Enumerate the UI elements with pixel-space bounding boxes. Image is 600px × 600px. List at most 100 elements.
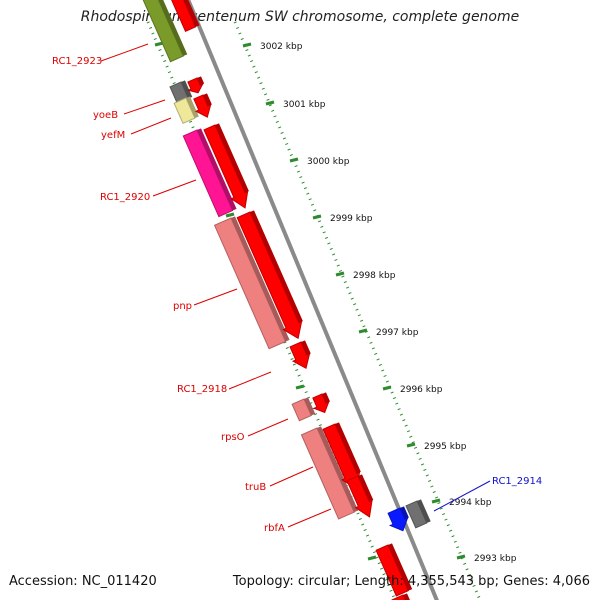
ruler-tick bbox=[225, 212, 235, 218]
gene-downstream-cds[interactable] bbox=[375, 543, 413, 597]
ruler-tick-label: 3002 kbp bbox=[260, 42, 303, 52]
gene-rpsO-cds[interactable] bbox=[312, 392, 330, 414]
ruler-tick bbox=[289, 157, 299, 163]
gene-label-yefM[interactable]: yefM bbox=[101, 117, 172, 141]
gene-rbfA-cds[interactable] bbox=[346, 474, 374, 518]
ruler-tick bbox=[242, 42, 252, 48]
gene-label-leader bbox=[193, 288, 238, 306]
gene-rc1-2923-cds-side bbox=[183, 0, 200, 27]
ruler-tick bbox=[367, 555, 377, 561]
gene-truB-inner-side bbox=[317, 426, 359, 513]
ruler-tick bbox=[295, 384, 305, 390]
gene-rpsO-cds-side bbox=[322, 392, 330, 404]
gene-label-text[interactable]: RC1_2914 bbox=[492, 476, 542, 487]
gene-rc1-2923-cds-body bbox=[171, 0, 197, 33]
gene-label-leader bbox=[228, 371, 272, 390]
gene-label-leader bbox=[130, 117, 172, 135]
gene-rc1-2918-cds[interactable] bbox=[289, 340, 311, 369]
ruler-tick-label: 2995 kbp bbox=[424, 442, 467, 452]
ruler-tick bbox=[265, 100, 275, 106]
ruler-tick-label: 2996 kbp bbox=[400, 385, 443, 395]
gene-rc1-2914-inner-side bbox=[400, 506, 409, 520]
gene-label-text[interactable]: RC1_2923 bbox=[52, 56, 102, 67]
gene-yefM-inner[interactable] bbox=[173, 96, 199, 125]
gene-label-RC1_2923[interactable]: RC1_2923 bbox=[52, 43, 149, 67]
gene-pnp-cds-side bbox=[250, 210, 303, 323]
ruler-tick-label: 3001 kbp bbox=[283, 100, 326, 110]
ruler-tick-label: 2993 kbp bbox=[474, 554, 517, 564]
gene-downstream-cds-2-side bbox=[403, 593, 410, 600]
ruler-tick-label: 2998 kbp bbox=[353, 271, 396, 281]
gene-label-yoeB[interactable]: yoeB bbox=[93, 99, 166, 121]
gene-rc1-2923-inner-side bbox=[158, 0, 188, 57]
gene-rc1-2923-cds[interactable] bbox=[171, 0, 200, 33]
gene-label-text[interactable]: yoeB bbox=[93, 110, 118, 121]
gene-label-text[interactable]: yefM bbox=[101, 130, 125, 141]
gene-rc1-2920-inner-side bbox=[197, 128, 237, 211]
gene-label-text[interactable]: RC1_2920 bbox=[100, 192, 150, 203]
gene-label-leader bbox=[247, 418, 289, 437]
gene-rc1-2914-outer-side bbox=[417, 499, 431, 523]
ruler-tick bbox=[456, 554, 466, 560]
gene-pnp-inner[interactable] bbox=[213, 216, 290, 350]
gene-label-rbfA[interactable]: rbfA bbox=[264, 508, 332, 534]
gene-rc1-2920-inner[interactable] bbox=[182, 128, 237, 218]
gene-rc1-2914-outer[interactable] bbox=[405, 499, 431, 529]
gene-label-text[interactable]: rpsO bbox=[221, 432, 245, 443]
gene-rpsO-inner-side bbox=[304, 397, 316, 416]
gene-truB-cds-side bbox=[335, 422, 361, 474]
ruler-tick bbox=[154, 41, 164, 47]
gene-truB-inner[interactable] bbox=[300, 426, 359, 520]
gene-rc1-2914-inner[interactable] bbox=[387, 506, 409, 532]
gene-label-leader bbox=[152, 179, 197, 197]
ruler-tick-label: 2997 kbp bbox=[376, 328, 419, 338]
gene-label-leader bbox=[269, 466, 314, 487]
gene-label-leader bbox=[433, 480, 491, 512]
ruler-tick-label: 2994 kbp bbox=[449, 498, 492, 508]
gene-rpsO-inner[interactable] bbox=[291, 397, 316, 422]
gene-label-RC1_2920[interactable]: RC1_2920 bbox=[100, 179, 197, 203]
gene-yefM-cds[interactable] bbox=[193, 93, 212, 118]
gene-downstream-cds-2[interactable] bbox=[391, 593, 415, 600]
gene-label-truB[interactable]: truB bbox=[245, 466, 314, 493]
gene-rc1-2918-cds-side bbox=[301, 340, 311, 356]
gene-yefM-inner-body bbox=[173, 97, 196, 125]
gene-yoeB-inner-side bbox=[181, 80, 193, 99]
gene-label-text[interactable]: rbfA bbox=[264, 523, 285, 534]
ruler-tick-label: 2999 kbp bbox=[330, 214, 373, 224]
gene-yoeB-cds-side bbox=[197, 76, 205, 86]
gene-label-leader bbox=[123, 99, 166, 115]
gene-yefM-inner-side bbox=[186, 96, 199, 119]
accession-text: Accession: NC_011420 bbox=[9, 574, 157, 589]
ruler-tick bbox=[382, 385, 392, 391]
gene-yoeB-cds[interactable] bbox=[186, 76, 205, 94]
ruler-tick-label: 3000 kbp bbox=[307, 157, 350, 167]
gene-rc1-2923-inner-body bbox=[142, 0, 184, 63]
gene-rc1-2920-cds-side bbox=[215, 123, 249, 193]
topology-text: Topology: circular; Length: 4,355,543 bp… bbox=[232, 574, 590, 589]
gene-rpsO-inner-body bbox=[291, 398, 312, 422]
gene-label-text[interactable]: RC1_2918 bbox=[177, 384, 227, 395]
gene-rc1-2920-cds[interactable] bbox=[203, 123, 249, 209]
ruler-tick bbox=[358, 328, 368, 334]
gene-label-rpsO[interactable]: rpsO bbox=[221, 418, 289, 443]
gene-label-leader bbox=[287, 508, 332, 528]
gene-pnp-inner-side bbox=[231, 216, 290, 342]
gene-label-RC1_2914[interactable]: RC1_2914 bbox=[433, 476, 542, 512]
gene-pnp-cds[interactable] bbox=[236, 210, 303, 340]
ruler-tick bbox=[406, 442, 416, 448]
gene-label-leader bbox=[100, 43, 149, 62]
gene-downstream-cds-side bbox=[388, 543, 413, 591]
gene-yefM-cds-side bbox=[203, 93, 212, 107]
gene-rc1-2923-inner[interactable] bbox=[142, 0, 188, 63]
gene-label-text[interactable]: truB bbox=[245, 482, 266, 493]
gene-rbfA-cds-side bbox=[358, 474, 374, 502]
ruler-tick bbox=[312, 214, 322, 220]
gene-label-pnp[interactable]: pnp bbox=[173, 288, 238, 312]
gene-label-text[interactable]: pnp bbox=[173, 301, 192, 312]
ruler-tick bbox=[431, 498, 441, 504]
ruler-tick bbox=[335, 271, 345, 277]
gene-downstream-cds-2-body bbox=[391, 594, 406, 600]
gene-label-RC1_2918[interactable]: RC1_2918 bbox=[177, 371, 272, 395]
